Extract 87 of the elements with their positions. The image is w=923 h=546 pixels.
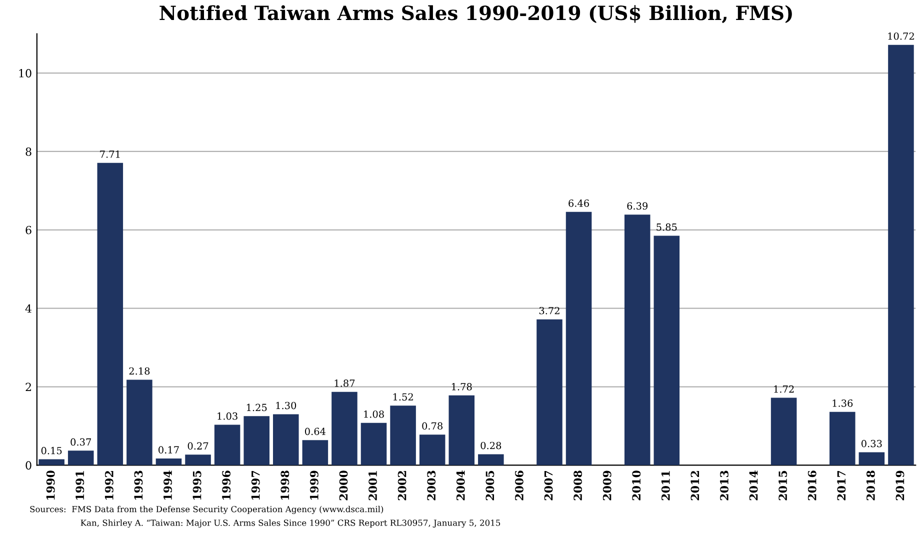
data-label: 6.39 [627,202,648,210]
x-tick-label: 1995 [192,470,202,500]
x-tick-label: 1993 [134,470,143,500]
data-label: 1.36 [832,399,853,407]
data-label: 0.28 [480,442,502,450]
data-label: 1.30 [276,402,296,410]
data-label: 0.64 [304,428,326,436]
y-tick-label: 10 [19,69,32,78]
y-tick-label: 0 [26,461,32,470]
y-tick-label: 4 [25,304,32,313]
bar [770,398,797,466]
data-label: 1.03 [218,412,238,420]
bar [332,392,358,466]
bar [360,422,387,466]
x-tick-label: 2007 [544,470,553,500]
data-label: 0.33 [862,440,882,448]
bar [244,416,270,466]
data-label: 7.71 [100,150,120,158]
x-tick-label: 2006 [515,470,524,500]
y-tick-label: 8 [26,147,32,156]
bar [448,395,475,466]
bar [888,44,914,466]
bar [156,458,182,466]
x-tick-label: 1991 [76,471,84,500]
text: Kan, Shirley A. “Taiwan: Major U.S. Arms Sales Since 1990” CRS Report RL30957, January 5, 2015 [80,519,500,528]
bar [624,214,650,466]
data-label: 0.15 [41,446,62,454]
x-tick-label: 1999 [310,470,318,500]
x-tick-label: 2004 [456,470,465,500]
data-label: 1.87 [334,379,355,387]
data-label: 1.08 [364,410,384,418]
bar [858,452,885,466]
bar [97,162,124,466]
data-label: 3.72 [539,306,560,314]
data-label: 6.46 [568,200,589,207]
y-tick-label: 2 [26,382,31,391]
bar [390,406,416,466]
bar [214,424,240,466]
x-tick-label: 2010 [632,470,641,500]
x-tick-label: 2015 [778,470,788,500]
bar [419,434,446,466]
x-tick-label: 2018 [866,470,875,500]
x-tick-label: 2000 [339,470,348,500]
bar [68,450,94,466]
bar [536,319,562,466]
x-tick-label: 2016 [808,470,816,500]
x-tick-label: 1997 [251,470,260,500]
x-tick-label: 1998 [280,470,290,500]
bar [302,440,328,466]
x-tick-label: 1990 [46,470,55,500]
x-tick-label: 2001 [368,471,377,500]
chart-title: Notified Taiwan Arms Sales 1990-2019 (US$ Billion, FMS) [160,5,792,24]
data-label: 10.72 [888,32,914,40]
x-tick-label: 2019 [896,470,904,500]
data-label: 1.25 [246,404,267,412]
data-label: 0.27 [188,442,208,450]
bar [830,412,856,466]
bar [478,454,504,466]
x-tick-label: 1994 [164,470,172,500]
data-label: 0.78 [422,422,442,430]
x-tick-label: 2013 [720,470,728,500]
data-label: 0.37 [70,438,91,446]
x-tick-label: 2009 [602,470,612,500]
data-label: 1.78 [452,383,472,390]
y-tick-label: 6 [26,226,32,234]
bar [654,236,680,466]
bar [272,414,299,466]
bar [566,212,592,466]
x-tick-label: 2002 [398,471,406,500]
x-tick-label: 2008 [574,470,582,500]
bar [126,380,152,466]
x-tick-label: 1992 [104,471,114,500]
data-label: 1.52 [393,393,413,401]
x-tick-label: 2005 [486,470,494,500]
x-tick-label: 2012 [690,471,700,500]
source-note: Sources: FMS Data from the Defense Security Cooperation Agency (www.dsca.mil) [30,506,384,514]
data-label: 1.72 [774,385,794,393]
x-tick-label: 2014 [749,470,758,500]
bar [38,459,64,466]
x-tick-label: 1996 [222,470,231,500]
data-label: 5.85 [656,223,677,231]
bar [185,454,211,466]
data-label: 0.17 [158,446,179,454]
data-label: 2.18 [129,367,150,375]
x-tick-label: 2011 [661,471,670,500]
x-tick-label: 2003 [427,470,436,500]
x-tick-label: 2017 [837,470,846,500]
